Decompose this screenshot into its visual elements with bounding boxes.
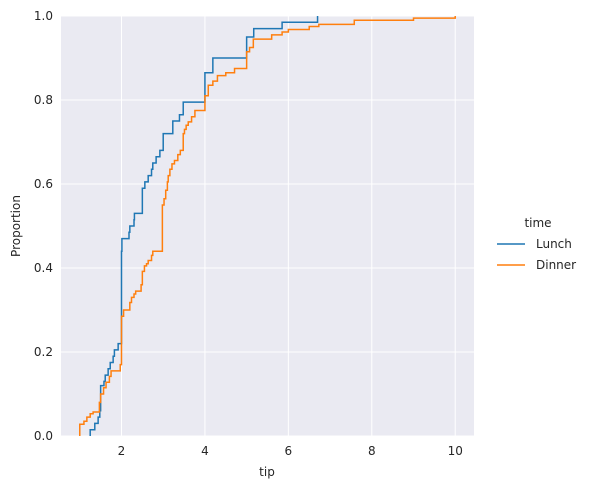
series-group — [79, 16, 456, 436]
x-tick-label: 2 — [118, 444, 126, 458]
legend: time Lunch Dinner — [497, 216, 576, 272]
y-axis-label: Proportion — [9, 195, 23, 257]
x-tick-label: 4 — [201, 444, 209, 458]
y-tick-label: 1.0 — [34, 9, 53, 23]
y-tick-label: 0.6 — [34, 177, 53, 191]
y-tick-label: 0.8 — [34, 93, 53, 107]
x-axis-label: tip — [259, 465, 275, 479]
legend-title: time — [524, 216, 551, 230]
y-tick-labels: 0.0 0.2 0.4 0.6 0.8 1.0 — [34, 9, 53, 443]
y-tick-label: 0.2 — [34, 345, 53, 359]
x-tick-label: 10 — [448, 444, 463, 458]
x-tick-label: 6 — [285, 444, 293, 458]
series-line-lunch — [89, 16, 319, 436]
y-tick-label: 0.0 — [34, 429, 53, 443]
x-tick-label: 8 — [368, 444, 376, 458]
plot-background — [61, 16, 474, 436]
series-line-dinner — [79, 16, 456, 436]
legend-label-lunch: Lunch — [536, 237, 572, 251]
x-tick-labels: 2 4 6 8 10 — [118, 444, 463, 458]
y-tick-label: 0.4 — [34, 261, 53, 275]
legend-label-dinner: Dinner — [536, 258, 576, 272]
